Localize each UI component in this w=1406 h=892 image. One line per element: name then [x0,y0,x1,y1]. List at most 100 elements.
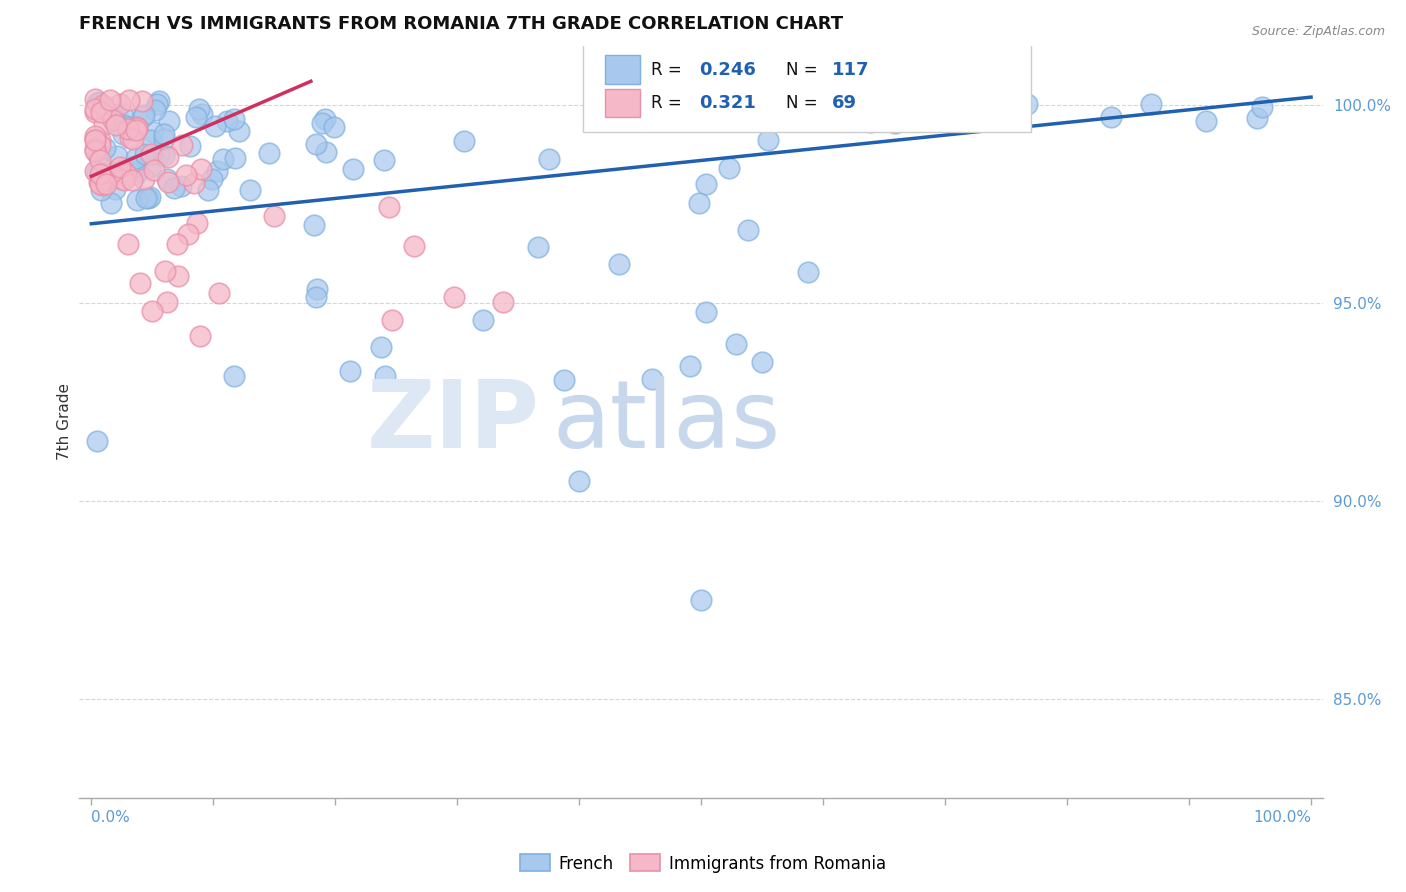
Point [156,151,179,165]
Point [239,183,262,197]
Point [905,110,928,124]
Point [156,172,179,186]
Point [84,102,107,116]
Point [177,227,200,241]
Point [883,116,905,130]
Point [134,147,156,161]
Point [111,172,134,186]
Point [756,133,779,147]
Point [910,92,932,106]
Point [404,239,426,253]
Text: N =: N = [786,94,823,112]
Text: 69: 69 [832,94,856,112]
Point [734,103,756,118]
Point [98,170,121,185]
Point [135,191,157,205]
Point [763,107,786,121]
Point [89,167,111,181]
Point [125,123,148,137]
FancyBboxPatch shape [583,42,1031,132]
Point [1017,97,1039,112]
Point [115,167,138,181]
Point [717,161,740,176]
Point [108,160,131,174]
Point [117,120,139,135]
Point [787,92,810,106]
Point [800,100,823,114]
Point [695,177,717,191]
Point [139,161,162,175]
Point [179,139,201,153]
Point [201,172,224,186]
Point [322,120,344,134]
Point [105,149,128,163]
Point [127,120,149,134]
Point [132,108,155,122]
Text: N =: N = [786,61,823,78]
Text: R =: R = [651,61,688,78]
Point [103,112,125,126]
Point [86,434,108,449]
Text: 100.0%: 100.0% [1253,810,1310,824]
Point [89,153,111,167]
Point [112,173,135,187]
Point [132,109,155,123]
Point [134,172,156,186]
Point [143,162,166,177]
Legend: French, Immigrants from Romania: French, Immigrants from Romania [513,847,893,880]
Point [111,106,134,120]
Point [170,179,193,194]
Point [91,98,114,112]
Point [373,153,395,167]
Point [111,127,134,141]
Point [263,209,285,223]
Point [104,118,127,132]
Point [142,125,165,139]
Point [91,171,114,186]
Point [139,146,162,161]
Point [224,112,246,126]
Point [87,147,110,161]
Point [122,131,145,145]
Point [679,359,702,373]
Text: 0.246: 0.246 [699,61,755,78]
Point [305,282,328,296]
Point [807,101,830,115]
Point [84,142,107,156]
Point [527,240,550,254]
Text: atlas: atlas [553,376,780,467]
Point [121,173,143,187]
Point [127,164,149,178]
Point [166,236,188,251]
Point [89,133,111,147]
Point [553,373,575,387]
Point [104,182,127,196]
Point [208,285,231,300]
Point [136,191,159,205]
Point [378,200,401,214]
Point [94,178,117,192]
Point [152,132,174,146]
Point [641,372,664,386]
Point [148,94,170,108]
Point [84,132,107,146]
Point [1195,113,1218,128]
Point [222,369,245,384]
Point [152,147,174,161]
Point [1246,112,1268,126]
Text: ZIP: ZIP [367,376,540,467]
Point [156,175,179,189]
Point [146,96,169,111]
Point [89,138,111,153]
Point [94,102,117,116]
Point [184,110,207,124]
Point [84,128,107,143]
Point [86,165,108,179]
Point [815,98,838,112]
Point [1139,97,1161,112]
Point [141,303,163,318]
Point [257,146,280,161]
Point [188,102,211,116]
Point [751,355,773,369]
Point [381,313,404,327]
